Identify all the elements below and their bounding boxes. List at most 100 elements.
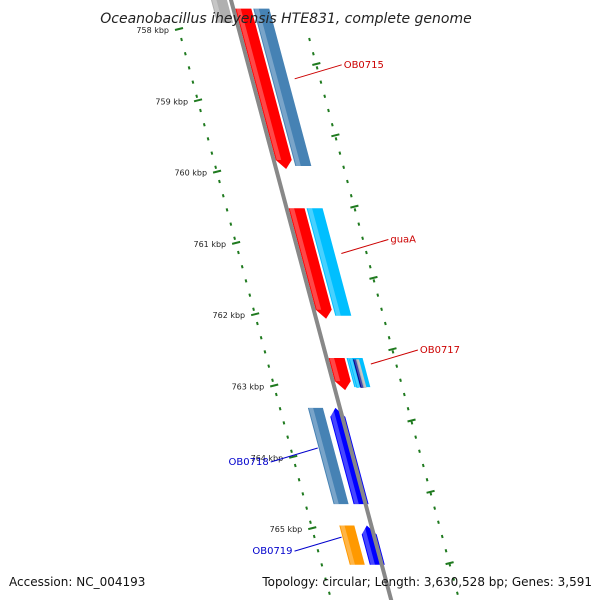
ruler-dot <box>229 222 233 226</box>
major-tick <box>250 312 260 317</box>
tick-label: 764 kbp <box>251 454 284 463</box>
backbone-layer <box>228 0 394 600</box>
major-tick <box>407 418 416 423</box>
ruler-dot <box>372 279 376 283</box>
ruler-dot <box>309 520 312 525</box>
ruler-dot <box>305 506 309 510</box>
ruler-dot <box>437 520 440 525</box>
cds-feature <box>328 357 351 391</box>
tick-label: 763 kbp <box>232 383 265 392</box>
tick-label: 762 kbp <box>213 311 246 320</box>
ruler-dot <box>214 165 218 170</box>
major-tick <box>312 62 321 66</box>
tick-label: 761 kbp <box>194 240 227 249</box>
ruler-dot <box>414 435 418 439</box>
major-tick <box>331 133 340 138</box>
cds-feature <box>235 8 292 170</box>
leader-line <box>294 64 342 80</box>
ruler-dot <box>210 151 214 155</box>
ruler-dot <box>323 94 327 99</box>
ruler-dot <box>286 435 290 439</box>
ruler-dot <box>233 236 236 241</box>
ruler-dot <box>191 80 195 84</box>
ruler-dot <box>402 392 406 397</box>
ruler-dot <box>199 108 202 113</box>
backbone-line <box>228 0 394 600</box>
ruler-dot <box>327 108 330 113</box>
ruler-dot <box>324 577 327 581</box>
ruler-dot <box>433 506 437 510</box>
small-feature <box>348 359 360 388</box>
ruler-dot <box>421 463 425 468</box>
ruler-dot <box>271 378 274 383</box>
gene-label-ob0719: OB0719 <box>252 536 342 557</box>
gene-feature <box>253 8 312 167</box>
ruler-dot <box>346 179 349 184</box>
ruler-dot <box>410 421 414 425</box>
major-tick <box>269 383 279 388</box>
genome-tracks <box>172 0 456 600</box>
ruler-dot <box>406 406 410 411</box>
ruler-dot <box>330 122 334 127</box>
gene-guaa <box>288 208 352 319</box>
ruler-dot <box>334 137 338 141</box>
ruler-dot <box>274 392 278 397</box>
ruler-dot <box>290 449 293 454</box>
ruler-dot <box>183 51 187 56</box>
ruler-dot <box>282 421 286 425</box>
major-tick <box>212 169 222 174</box>
ruler-dot <box>180 37 183 42</box>
tick-label: 760 kbp <box>174 169 207 178</box>
ruler-dot <box>357 222 361 226</box>
accession-text: Accession: NC_004193 <box>9 575 145 589</box>
gene-name: OB0717 <box>420 345 460 356</box>
ruler-dot <box>225 208 229 212</box>
major-tick <box>174 27 184 31</box>
ruler-dot <box>255 321 259 326</box>
ruler-dot <box>429 492 433 496</box>
ruler-dot <box>353 208 357 212</box>
small-feature <box>352 359 364 388</box>
major-tick <box>388 347 397 352</box>
major-tick <box>350 204 359 209</box>
ruler-dot <box>187 66 191 70</box>
ruler-dot <box>418 449 421 454</box>
ruler-dot <box>244 279 248 283</box>
ruler-dot <box>237 250 240 255</box>
ruler-dot <box>312 534 316 539</box>
major-tick <box>369 275 378 280</box>
gene-label-ob0717: OB0717 <box>370 345 460 365</box>
gene-labels: OB0715 guaA OB0717 OB0718 OB0719 <box>229 60 460 557</box>
ruler-dot <box>316 548 320 553</box>
gene-name: guaA <box>390 235 416 246</box>
partial-feature <box>210 0 234 23</box>
ruler-dot <box>218 179 221 184</box>
ruler-dot <box>395 364 399 368</box>
ruler-dot <box>311 51 315 56</box>
ruler-dot <box>361 236 364 241</box>
major-tick <box>231 240 241 245</box>
gene-feature <box>306 208 352 316</box>
ruler-dot <box>349 193 353 198</box>
ruler-dot <box>342 165 346 170</box>
ruler-dot <box>293 463 297 468</box>
cds-feature <box>288 208 332 319</box>
leader-line <box>294 536 342 552</box>
gene-label-ob0718: OB0718 <box>229 447 318 468</box>
ruler-dot <box>444 548 448 553</box>
ruler-dot <box>365 250 368 255</box>
ruler-dot <box>338 151 342 155</box>
major-tick <box>193 98 203 103</box>
ruler-dot <box>452 577 455 581</box>
kbp-ruler: 758 kbp 759 kbp 760 kbp 761 kbp 762 kbp 763 k… <box>136 26 459 596</box>
major-tick <box>445 561 454 566</box>
ruler-dot <box>368 264 372 269</box>
ruler-dot <box>399 378 402 383</box>
ruler-dot <box>391 350 395 354</box>
leader-line <box>370 349 418 365</box>
gene-name: OB0715 <box>344 60 384 71</box>
tick-label: 758 kbp <box>136 26 169 35</box>
cds-feature <box>339 525 365 565</box>
small-feature <box>355 359 367 388</box>
